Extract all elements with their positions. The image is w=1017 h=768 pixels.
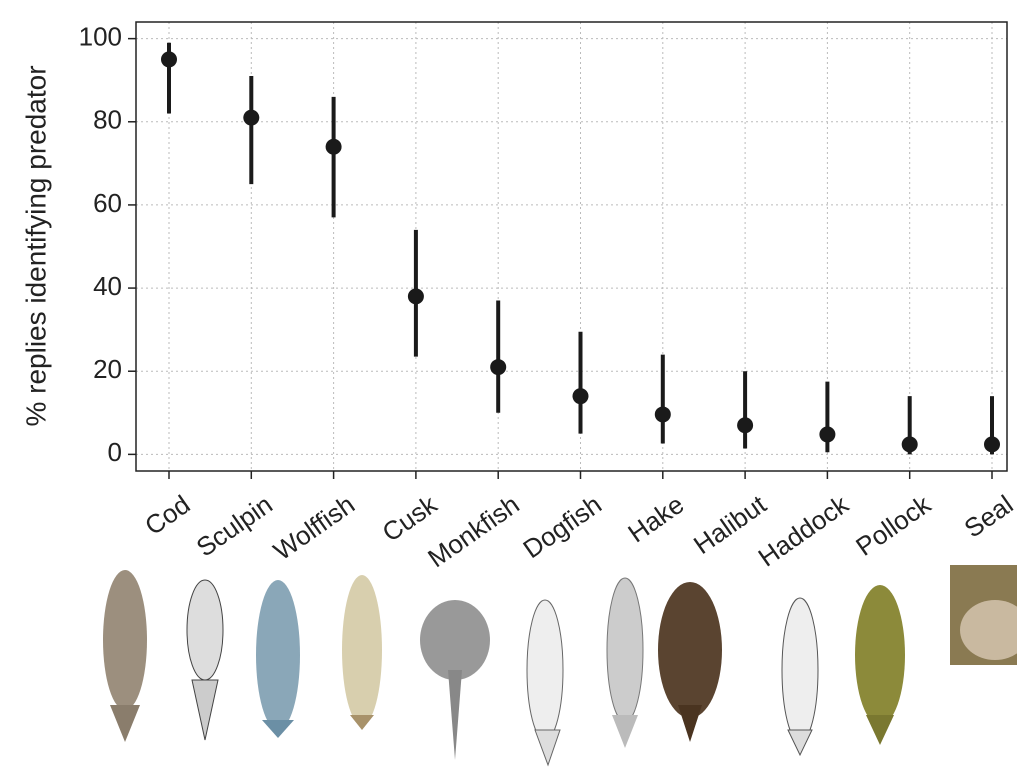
y-tick-label: 20 <box>93 354 122 384</box>
x-tick-label: Dogfish <box>518 489 607 564</box>
fish-illustration <box>256 580 300 738</box>
y-tick-label: 0 <box>108 437 122 467</box>
x-tick-label: Cusk <box>377 489 444 548</box>
fish-illustration <box>607 578 643 748</box>
y-tick-label: 80 <box>93 105 122 135</box>
fish-illustration <box>658 582 722 742</box>
x-tick-label: Sculpin <box>191 489 278 562</box>
plot-frame <box>136 22 1007 471</box>
fish-illustration <box>342 575 382 730</box>
x-tick-label: Cod <box>139 489 195 541</box>
fish-illustration <box>782 598 818 755</box>
fish-illustration <box>103 570 147 742</box>
point <box>655 406 671 422</box>
chart: % replies identifying predator 0 20 40 60 80… <box>0 0 1017 768</box>
point <box>573 388 589 404</box>
point <box>902 436 918 452</box>
y-tick-label: 40 <box>93 271 122 301</box>
fish-illustrations <box>103 565 1017 765</box>
fish-illustration <box>187 580 223 740</box>
x-tick-label: Seal <box>959 489 1017 543</box>
point <box>243 110 259 126</box>
x-tick-label: Wolffish <box>268 489 360 566</box>
y-axis-title: % replies identifying predator <box>20 65 51 426</box>
y-tick-label: 60 <box>93 188 122 218</box>
x-tick-label: Monkfish <box>422 489 524 573</box>
point <box>408 288 424 304</box>
fish-illustration <box>855 585 905 745</box>
point <box>737 417 753 433</box>
point <box>161 51 177 67</box>
point <box>984 436 1000 452</box>
x-tick-label: Pollock <box>850 489 937 562</box>
y-tick-label: 100 <box>79 22 122 52</box>
point <box>490 359 506 375</box>
fish-illustration <box>420 600 490 760</box>
point <box>326 139 342 155</box>
fish-illustration <box>527 600 563 765</box>
point <box>819 426 835 442</box>
x-tick-label: Hake <box>622 489 689 548</box>
x-tick-label: Haddock <box>753 489 855 573</box>
